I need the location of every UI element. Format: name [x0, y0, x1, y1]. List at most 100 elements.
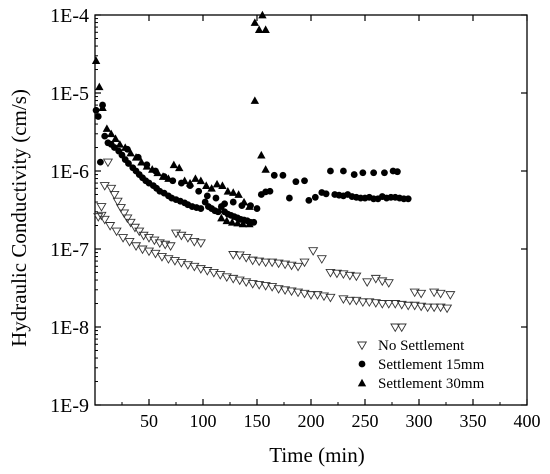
no-settlement-point	[435, 303, 446, 313]
no-settlement-point	[115, 204, 127, 213]
settlement-30mm-point	[131, 153, 141, 161]
settlement-30mm-point	[258, 10, 267, 19]
settlement-15mm-point	[270, 171, 278, 179]
no-settlement-point	[422, 303, 433, 313]
no-settlement-point	[344, 271, 355, 281]
no-settlement-point	[125, 218, 136, 228]
no-settlement-point	[254, 257, 265, 267]
settlement-30mm-point	[91, 56, 101, 64]
no-settlement-point	[182, 261, 193, 270]
settlement-30mm-point	[212, 179, 222, 188]
legend-marker	[358, 360, 366, 368]
no-settlement-point	[273, 285, 284, 294]
no-settlement-point	[292, 262, 304, 272]
no-settlement-point	[279, 260, 291, 270]
settlement-30mm-point	[202, 181, 211, 189]
settlement-30mm-point	[261, 25, 270, 33]
y-tick-label: 1E-8	[50, 317, 89, 339]
settlement-30mm-point	[233, 218, 242, 227]
settlement-15mm-point	[253, 205, 261, 212]
no-settlement-point	[286, 261, 297, 271]
legend-label: No Settlement	[378, 338, 465, 354]
x-tick-label: 300	[406, 411, 433, 431]
settlement-15mm-point	[370, 169, 378, 177]
settlement-15mm-point	[340, 167, 347, 175]
settlement-30mm-point	[137, 157, 146, 166]
settlement-30mm-point	[254, 25, 264, 33]
no-settlement-point	[325, 293, 336, 303]
no-settlement-point	[165, 242, 176, 251]
y-axis: 1E-9 1E-8 1E-7 1E-6 1E-5 1E-4	[50, 5, 527, 417]
no-settlement-point	[228, 274, 239, 284]
settlement-30mm-point	[158, 172, 168, 180]
settlement-30mm-point	[142, 162, 152, 170]
no-settlement-point	[176, 259, 187, 268]
settlement-30mm-point	[185, 178, 195, 187]
no-settlement-point	[305, 291, 317, 300]
no-settlement-point	[122, 214, 133, 224]
settlement-30mm-point	[245, 202, 254, 210]
settlement-30mm-point	[169, 160, 179, 169]
no-settlement-point	[403, 301, 414, 311]
no-settlement-point	[409, 301, 420, 311]
settlement-30mm-point	[175, 163, 184, 172]
no-settlement-point	[102, 158, 114, 168]
no-settlement-point	[308, 247, 319, 256]
legend-label: Settlement 30mm	[378, 376, 485, 392]
settlement-15mm-point	[327, 167, 334, 175]
settlement-15mm-point	[97, 158, 104, 166]
settlement-30mm-point	[164, 174, 173, 182]
no-settlement-point	[124, 237, 135, 247]
no-settlement-point	[299, 289, 310, 299]
no-settlement-point	[195, 265, 206, 274]
x-axis: 50 100 150 200 250 300 350 400	[121, 15, 541, 431]
settlement-15mm-point	[305, 196, 313, 204]
x-tick-label: 200	[298, 411, 325, 431]
no-settlement-point	[143, 247, 155, 257]
settlement-15mm-point	[212, 194, 220, 202]
legend-marker	[356, 341, 368, 351]
no-settlement-point	[318, 292, 330, 302]
x-tick-label: 400	[514, 411, 541, 431]
settlement-30mm-point	[250, 96, 260, 104]
settlement-15mm-point	[301, 177, 308, 185]
no-settlement-point	[362, 278, 373, 287]
settlement-30mm-point	[111, 134, 120, 142]
settlement-30mm-point	[121, 143, 130, 151]
settlement-30mm-point	[222, 216, 231, 225]
settlement-30mm-point	[148, 165, 157, 173]
no-settlement-point	[163, 255, 174, 264]
settlement-15mm-point	[292, 178, 300, 186]
no-settlement-point	[396, 300, 407, 310]
no-settlement-point	[299, 258, 310, 268]
no-settlement-point	[344, 296, 355, 306]
settlement-15mm-point	[286, 194, 293, 202]
no-settlement-point	[241, 253, 252, 263]
no-settlement-point	[325, 269, 336, 278]
no-settlement-point	[351, 272, 362, 282]
settlement-30mm-point	[207, 184, 216, 192]
no-settlement-point	[112, 197, 123, 207]
settlement-15mm-point	[394, 168, 401, 176]
data-points	[91, 10, 456, 333]
no-settlement-point	[292, 288, 304, 298]
settlement-30mm-point	[180, 176, 189, 185]
settlement-15mm-point	[311, 193, 319, 201]
no-settlement-point	[234, 276, 245, 286]
no-settlement-point	[137, 245, 148, 255]
no-settlement-point	[134, 227, 145, 237]
series-1	[93, 158, 456, 333]
settlement-15mm-point	[195, 187, 203, 195]
no-settlement-point	[176, 231, 187, 241]
settlement-15mm-point	[404, 195, 412, 203]
settlement-15mm-point	[350, 171, 358, 178]
settlement-15mm-point	[94, 113, 102, 120]
settlement-15mm-point	[221, 200, 229, 208]
x-tick-label: 50	[140, 411, 158, 431]
no-settlement-point	[234, 251, 245, 261]
y-tick-label: 1E-5	[50, 83, 89, 105]
no-settlement-point	[286, 287, 297, 297]
settlement-15mm-point	[229, 198, 237, 206]
x-tick-label: 100	[190, 411, 217, 431]
